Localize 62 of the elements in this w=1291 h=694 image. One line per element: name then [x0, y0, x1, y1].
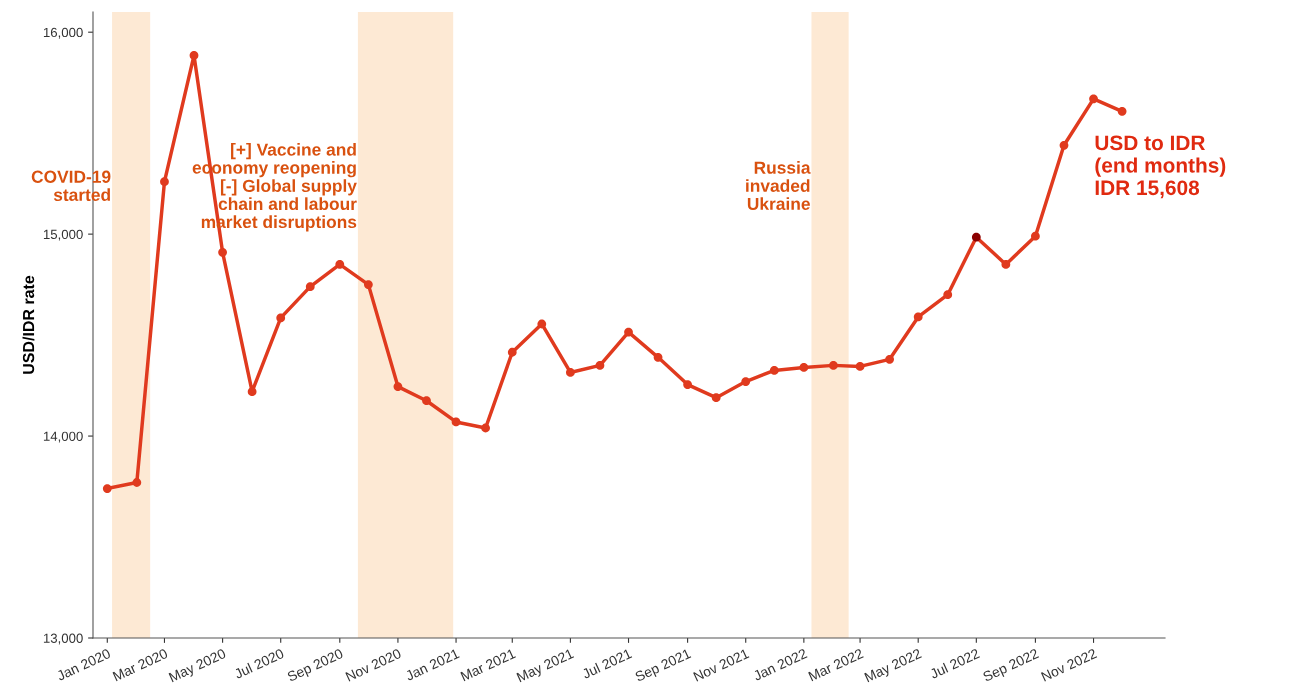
point — [799, 363, 809, 372]
x-tick-label: Mar 2020 — [112, 648, 169, 682]
x-tick-label: Jan 2022 — [752, 648, 808, 682]
point — [102, 484, 112, 493]
x-tick-label: May 2022 — [864, 648, 924, 685]
point — [829, 361, 838, 370]
y-tick-label: 14,000 — [43, 431, 83, 443]
x-tick-label: Jul 2021 — [581, 648, 633, 680]
point — [624, 327, 633, 337]
point — [741, 377, 751, 386]
point — [363, 280, 373, 289]
x-tick-label: Jan 2021 — [404, 648, 460, 682]
point — [711, 393, 721, 403]
point — [769, 366, 779, 375]
x-tick-label: Nov 2021 — [693, 648, 750, 682]
point — [276, 313, 286, 323]
point — [885, 354, 895, 364]
x-tick-label: Sep 2020 — [286, 648, 345, 685]
point — [1001, 260, 1011, 269]
y-axis-title: USD/IDR rate — [22, 275, 35, 374]
point — [537, 319, 547, 329]
point — [855, 362, 865, 371]
y-tick-label: 13,000 — [43, 633, 83, 645]
point — [481, 423, 490, 433]
point — [507, 347, 517, 357]
x-tick-label: Nov 2020 — [345, 648, 402, 682]
x-tick-label: May 2020 — [168, 648, 228, 685]
point — [913, 312, 923, 322]
x-tick-label: Jul 2022 — [928, 648, 981, 680]
point — [132, 478, 142, 487]
point — [218, 247, 227, 257]
x-tick-label: Mar 2021 — [460, 648, 516, 682]
point — [393, 382, 403, 391]
x-tick-label: Sep 2021 — [634, 648, 693, 685]
point — [943, 290, 953, 300]
x-tick-label: Jan 2020 — [55, 648, 112, 682]
point — [566, 368, 575, 377]
point — [335, 260, 345, 269]
x-tick-label: Nov 2022 — [1040, 648, 1098, 682]
x-tick-label: Mar 2022 — [808, 648, 864, 682]
point — [451, 417, 461, 427]
x-tick-label: Jul 2020 — [233, 647, 285, 680]
point — [653, 352, 663, 362]
x-tick-label: May 2021 — [516, 648, 576, 685]
point — [422, 396, 431, 406]
point — [971, 232, 981, 242]
band-label: Russia invaded Ukraine — [746, 161, 811, 211]
point — [247, 387, 257, 397]
point — [1117, 106, 1127, 116]
point — [1059, 140, 1069, 150]
point — [683, 380, 692, 389]
annotation: USD to IDR (end months) IDR 15,608 — [1095, 135, 1226, 199]
y-tick-label: 16,000 — [43, 27, 83, 39]
band-label: COVID-19 started — [31, 170, 111, 201]
point — [160, 177, 169, 187]
point — [1089, 94, 1098, 104]
y-tick-label: 15,000 — [43, 229, 83, 241]
point — [189, 51, 199, 60]
point — [595, 361, 605, 370]
point — [1031, 231, 1040, 241]
x-tick-label: Sep 2022 — [982, 648, 1041, 685]
point — [305, 282, 315, 292]
